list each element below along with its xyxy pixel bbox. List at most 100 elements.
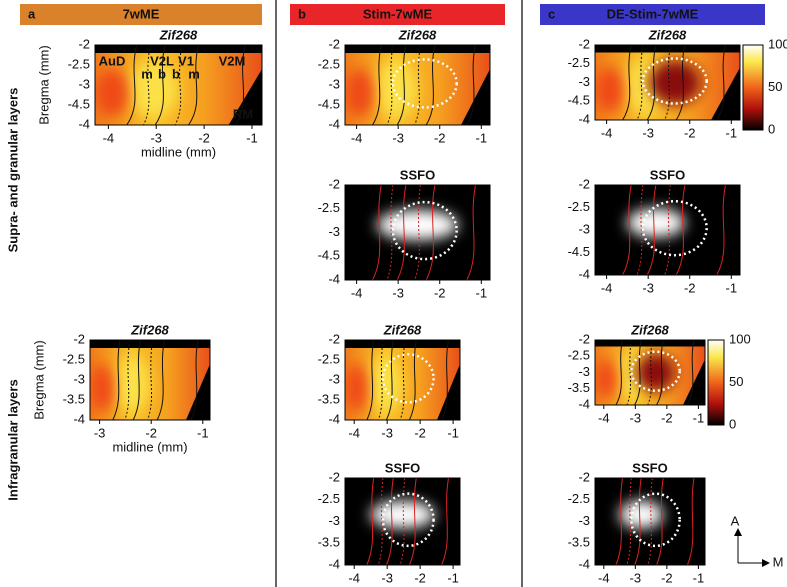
frame bbox=[344, 44, 491, 126]
hotspot bbox=[648, 60, 701, 105]
signal bbox=[370, 500, 435, 529]
y-tick-label: -2 bbox=[578, 36, 590, 51]
roi-outline bbox=[630, 350, 681, 392]
panel-title: Zif268 bbox=[648, 27, 687, 42]
panel: SSFO -2 -2.5 -3 -4.5 -4 -4 -3 -2 -1 bbox=[568, 167, 741, 295]
area-border bbox=[396, 185, 407, 280]
y-tick-label: -4.5 bbox=[318, 96, 340, 111]
corner bbox=[683, 359, 705, 405]
x-tick-label: -3 bbox=[381, 425, 393, 440]
top-band bbox=[345, 45, 490, 53]
area-border bbox=[366, 478, 375, 565]
region-label: V2M bbox=[219, 53, 246, 68]
roi-outline bbox=[641, 57, 708, 105]
y-tick-label: -4 bbox=[328, 556, 340, 571]
layer-border bbox=[636, 185, 644, 275]
area-border bbox=[441, 340, 449, 420]
layer-border bbox=[399, 340, 406, 420]
y-tick-label: -4 bbox=[328, 271, 340, 286]
layer-border bbox=[647, 478, 653, 565]
y-tick-label: -3.5 bbox=[568, 380, 590, 395]
y-tick-label: -2.5 bbox=[63, 351, 85, 366]
y-tick-label: -2.5 bbox=[568, 348, 590, 363]
y-tick-label: -4.5 bbox=[568, 244, 590, 259]
x-tick-label: -2 bbox=[684, 125, 696, 140]
x-tick-label: -4 bbox=[598, 410, 610, 425]
x-tick-label: -2 bbox=[198, 130, 210, 145]
corner bbox=[461, 69, 490, 125]
area-border bbox=[615, 340, 623, 405]
y-tick-label: -3.5 bbox=[318, 535, 340, 550]
blob bbox=[368, 356, 403, 412]
x-tick-label: -2 bbox=[414, 425, 426, 440]
y-tick-label: -3 bbox=[328, 224, 340, 239]
colorbar-label: 100 bbox=[768, 36, 787, 51]
area-border bbox=[716, 185, 726, 275]
area-border bbox=[396, 45, 407, 125]
panel-title: Zif268 bbox=[630, 322, 669, 337]
area-border bbox=[385, 478, 394, 565]
blob bbox=[345, 364, 368, 412]
blob bbox=[114, 356, 150, 412]
heatmap bbox=[345, 185, 490, 280]
top-band bbox=[90, 340, 210, 348]
area-border bbox=[615, 478, 623, 565]
corner bbox=[186, 364, 210, 420]
area-border bbox=[646, 45, 657, 120]
y-tick-label: -4 bbox=[578, 266, 590, 281]
y-tick-label: -3 bbox=[578, 74, 590, 89]
area-border bbox=[154, 45, 166, 125]
y-tick-label: -2 bbox=[328, 331, 340, 346]
x-tick-label: -3 bbox=[392, 285, 404, 300]
area-border bbox=[466, 45, 476, 125]
panel: SSFO -2 -2.5 -3 -4.5 -4 -4 -3 -2 -1 bbox=[318, 167, 491, 300]
y-tick-label: -3 bbox=[73, 371, 85, 386]
panel-title: SSFO bbox=[650, 167, 685, 182]
heatmap bbox=[595, 185, 740, 275]
x-tick-label: -3 bbox=[642, 280, 654, 295]
layer-border bbox=[664, 45, 671, 120]
y-tick-label: -3.5 bbox=[63, 391, 85, 406]
hotspot bbox=[635, 353, 676, 392]
y-tick-label: -4 bbox=[578, 111, 590, 126]
y-tick-label: -4 bbox=[328, 116, 340, 131]
top-band bbox=[95, 45, 262, 53]
panel-title: Zif268 bbox=[398, 27, 437, 42]
x-tick-label: -4 bbox=[348, 425, 360, 440]
x-tick-label: -3 bbox=[94, 425, 106, 440]
area-border bbox=[425, 185, 436, 280]
x-tick-label: -1 bbox=[197, 425, 209, 440]
x-tick-label: -2 bbox=[434, 285, 446, 300]
x-tick-label: -3 bbox=[630, 570, 642, 585]
y-tick-label: -4.5 bbox=[318, 248, 340, 263]
x-tick-label: -1 bbox=[447, 570, 459, 585]
layer-border bbox=[399, 478, 406, 565]
y-tick-label: -2 bbox=[578, 469, 590, 484]
y-tick-label: -3 bbox=[328, 371, 340, 386]
blob bbox=[95, 69, 129, 117]
x-tick-label: -1 bbox=[476, 285, 488, 300]
layer-border bbox=[626, 478, 632, 565]
layer-border bbox=[414, 45, 421, 125]
area-border bbox=[132, 340, 141, 420]
y-tick-label: -3 bbox=[328, 513, 340, 528]
y-tick-label: -4 bbox=[578, 556, 590, 571]
area-border bbox=[686, 478, 695, 565]
top-band bbox=[595, 340, 705, 347]
panel-title: SSFO bbox=[385, 460, 420, 475]
layer-border bbox=[647, 340, 653, 405]
blob bbox=[345, 69, 374, 117]
region-label: b bbox=[172, 66, 180, 81]
heatmap bbox=[595, 478, 705, 565]
corner bbox=[437, 364, 460, 420]
area-border bbox=[425, 45, 436, 125]
y-tick-label: -2.5 bbox=[568, 55, 590, 70]
layer-border bbox=[386, 45, 394, 125]
heatmap bbox=[595, 340, 705, 405]
x-tick-label: -1 bbox=[726, 280, 738, 295]
medial-label: M bbox=[773, 554, 784, 569]
y-tick-label: -2.5 bbox=[68, 56, 90, 71]
column-title: 7wME bbox=[123, 6, 160, 21]
y-tick-label: -2 bbox=[78, 36, 90, 51]
